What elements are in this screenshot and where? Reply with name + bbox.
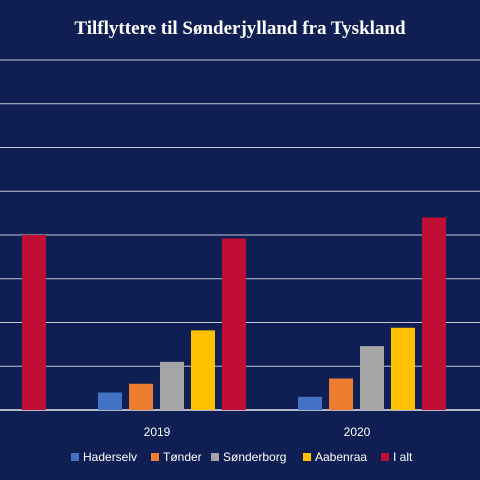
bar-s-nderborg-2020 (360, 346, 384, 410)
legend-label: Aabenraa (315, 450, 367, 464)
legend-swatch (381, 453, 389, 461)
x-tick-label-2019: 2019 (144, 425, 171, 439)
legend-item-haderselv: Haderselv (71, 450, 137, 464)
legend-item-i-alt: I alt (381, 450, 413, 464)
x-tick-label-2020: 2020 (344, 425, 371, 439)
bars (22, 217, 446, 410)
legend-label: Tønder (163, 450, 202, 464)
legend-label: Sønderborg (223, 450, 286, 464)
legend-swatch (151, 453, 159, 461)
legend-swatch (303, 453, 311, 461)
bar-t-nder-2020 (329, 378, 353, 410)
legend-item-aabenraa: Aabenraa (303, 450, 367, 464)
bar-haderselv-2020 (298, 396, 322, 410)
bar-haderselv-2019 (98, 392, 122, 410)
legend-item-t-nder: Tønder (151, 450, 202, 464)
bar-s-nderborg-2019 (160, 361, 184, 410)
legend: Haderselv Tønder Sønderborg Aabenraa I alt (71, 450, 413, 464)
legend-label: I alt (393, 450, 413, 464)
bar-i-alt-2019 (222, 238, 246, 410)
bar-aabenraa-2020 (391, 327, 415, 410)
bar-t-nder-2019 (129, 383, 153, 410)
x-axis-labels: 2019 2020 (144, 425, 371, 439)
bar-i-alt-2018 (22, 235, 46, 410)
legend-swatch (211, 453, 219, 461)
bar-i-alt-2020 (422, 217, 446, 410)
chart-title: Tilflyttere til Sønderjylland fra Tyskla… (74, 18, 406, 39)
legend-swatch (71, 453, 79, 461)
legend-item-s-nderborg: Sønderborg (211, 450, 286, 464)
legend-label: Haderselv (83, 450, 137, 464)
bar-aabenraa-2019 (191, 330, 215, 410)
